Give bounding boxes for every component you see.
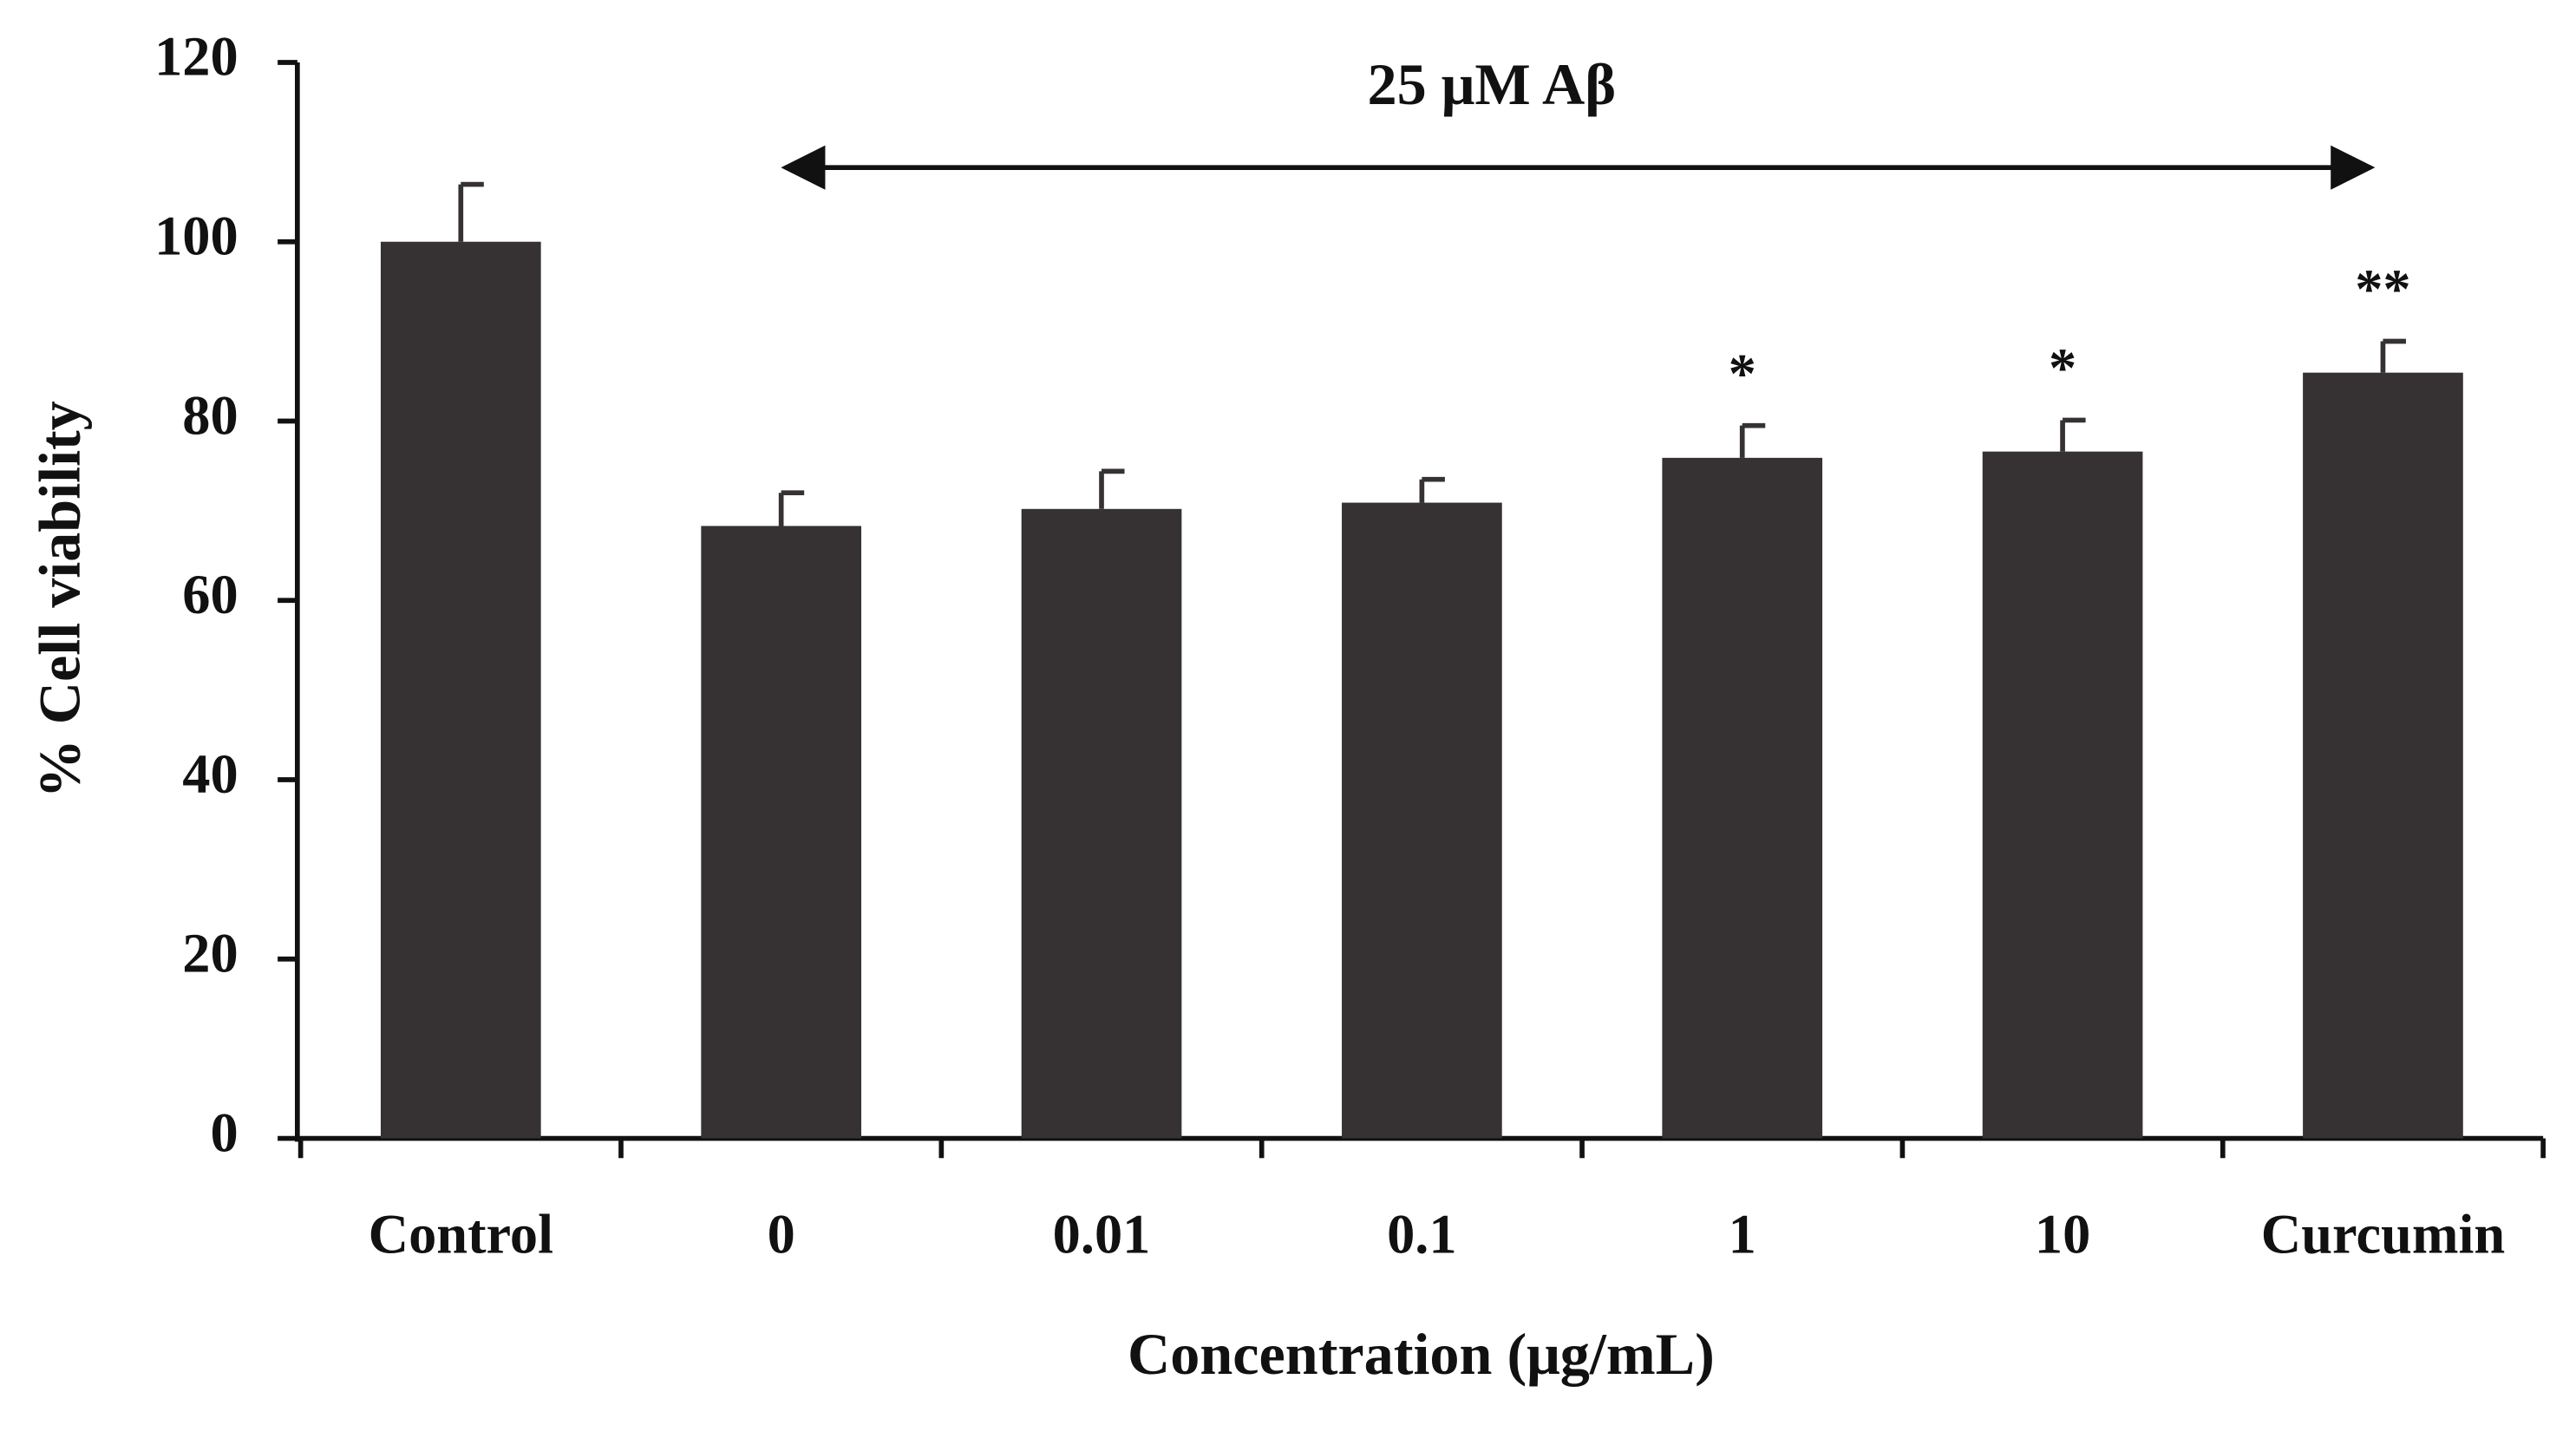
bar: [1662, 457, 1823, 1139]
error-bar: [1419, 476, 1445, 503]
x-tick-label: Curcumin: [2261, 1204, 2505, 1265]
error-bar: [778, 490, 805, 526]
error-bar: [2380, 338, 2406, 373]
y-tick-label: 100: [154, 206, 239, 267]
bar: [701, 526, 861, 1139]
significance-label: **: [2355, 258, 2410, 320]
x-tick-label: Control: [369, 1204, 553, 1265]
x-tick-label: 0: [768, 1204, 795, 1265]
significance-label: *: [2049, 337, 2076, 399]
bar: [2303, 372, 2463, 1139]
error-bar: [2060, 417, 2086, 452]
y-tick-label: 120: [154, 26, 239, 88]
x-tick-label: 10: [2035, 1204, 2090, 1265]
y-tick-label: 80: [182, 384, 238, 446]
y-axis-label: % Cell viability: [26, 401, 92, 798]
error-bar: [1739, 422, 1766, 458]
x-tick-label: 0.1: [1387, 1204, 1456, 1265]
bar: [380, 241, 541, 1139]
annotation: 25 μM Aβ: [1368, 51, 1617, 117]
y-tick-label: 0: [210, 1101, 238, 1163]
error-bar: [1099, 468, 1125, 509]
y-tick-label: 60: [182, 564, 238, 625]
bar: [1021, 508, 1182, 1139]
significance-label: *: [1729, 343, 1756, 404]
y-tick-label: 20: [182, 923, 238, 984]
x-axis-label: Concentration (μg/mL): [1128, 1321, 1715, 1387]
bar: [1342, 502, 1502, 1139]
y-tick-label: 40: [182, 743, 238, 805]
bar: [1982, 451, 2143, 1139]
x-tick-label: 1: [1729, 1204, 1756, 1265]
error-bar: [458, 181, 484, 242]
x-tick-label: 0.01: [1053, 1204, 1151, 1265]
